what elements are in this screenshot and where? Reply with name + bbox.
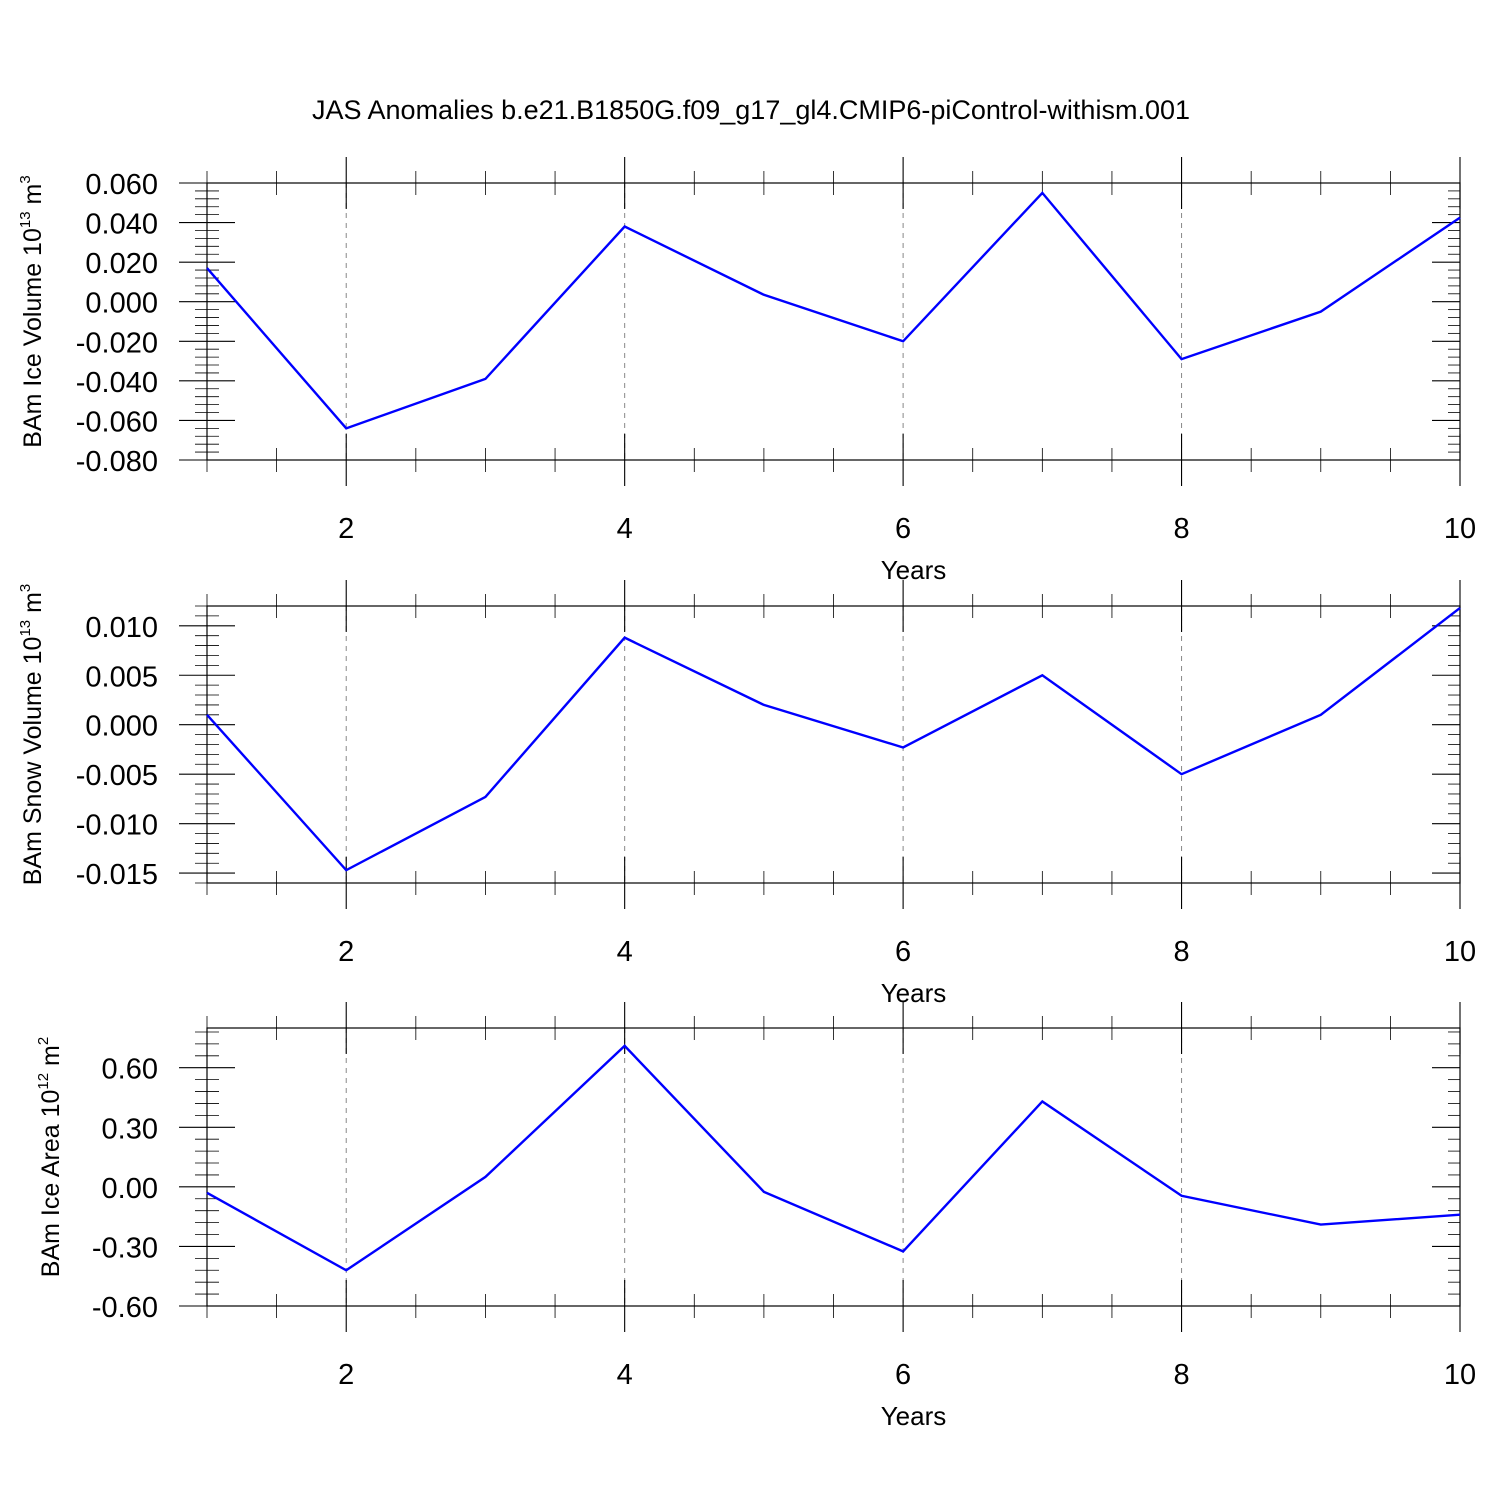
y-tick-label: 0.30	[102, 1113, 158, 1145]
y-tick-label: 0.00	[102, 1173, 158, 1205]
x-tick-label: 6	[895, 1359, 911, 1391]
y-tick-label: -0.060	[76, 406, 158, 438]
y-tick-label: -0.30	[92, 1232, 158, 1264]
x-tick-label: 8	[1173, 936, 1189, 968]
x-tick-label: 2	[338, 936, 354, 968]
panel-2: 2 4 6 8 10 Years -0.015 -0.010 -0.005 0.000 0.005 0…	[17, 580, 1476, 1008]
y-tick-label: -0.015	[76, 859, 158, 891]
y-tick-label: 0.000	[85, 711, 158, 743]
y-tick-label: 0.005	[85, 661, 158, 693]
chart-title: JAS Anomalies b.e21.B1850G.f09_g17_gl4.C…	[312, 95, 1190, 125]
panel-3: 2 4 6 8 10 Years -0.60 -0.30 0.00 0.30 0.60 BAm Ice…	[35, 1002, 1476, 1431]
y-axis-label: BAm Ice Area 1012 m2	[35, 1037, 65, 1277]
y-tick-label: -0.60	[92, 1292, 158, 1324]
x-tick-label: 10	[1444, 1359, 1476, 1391]
x-tick-label: 2	[338, 1359, 354, 1391]
y-tick-label: -0.040	[76, 367, 158, 399]
series-line	[206, 607, 1461, 872]
x-tick-label: 4	[617, 936, 633, 968]
y-tick-label: -0.020	[76, 327, 158, 359]
x-tick-label: 8	[1173, 513, 1189, 545]
y-tick-label: 0.060	[85, 169, 158, 201]
x-tick-label: 2	[338, 513, 354, 545]
y-axis-label: BAm Ice Volume 1013 m3	[17, 175, 47, 447]
panels: 2 4 6 8 10Years-0.080-0.060-0.040-0.0200.000…	[17, 157, 1476, 1431]
y-tick-label: 0.000	[85, 288, 158, 320]
y-tick-label: -0.010	[76, 810, 158, 842]
x-tick-label: 4	[617, 513, 633, 545]
x-axis-label: Years	[881, 555, 947, 585]
series-line	[206, 1044, 1461, 1272]
x-tick-label: 8	[1173, 1359, 1189, 1391]
x-tick-label: 6	[895, 936, 911, 968]
plot-frame	[206, 605, 1461, 884]
series-line	[206, 191, 1461, 430]
plot-frame	[206, 182, 1461, 461]
y-axis-label: BAm Snow Volume 1013 m3	[17, 584, 47, 886]
y-tick-label: 0.040	[85, 209, 158, 241]
y-tick-label: 0.020	[85, 248, 158, 280]
y-tick-label: -0.005	[76, 760, 158, 792]
plot-frame	[206, 1027, 1461, 1307]
y-tick-label: 0.010	[85, 612, 158, 644]
x-axis-label: Years	[881, 1401, 947, 1431]
panel-1: 2 4 6 8 10 Years -0.080 -0.060 -0.040 -0.020 0.000…	[17, 157, 1476, 585]
x-tick-label: 6	[895, 513, 911, 545]
x-axis-label: Years	[881, 978, 947, 1008]
x-tick-label: 10	[1444, 513, 1476, 545]
x-tick-label: 4	[617, 1359, 633, 1391]
x-tick-label: 10	[1444, 936, 1476, 968]
y-tick-label: -0.080	[76, 446, 158, 478]
y-tick-label: 0.60	[102, 1054, 158, 1086]
